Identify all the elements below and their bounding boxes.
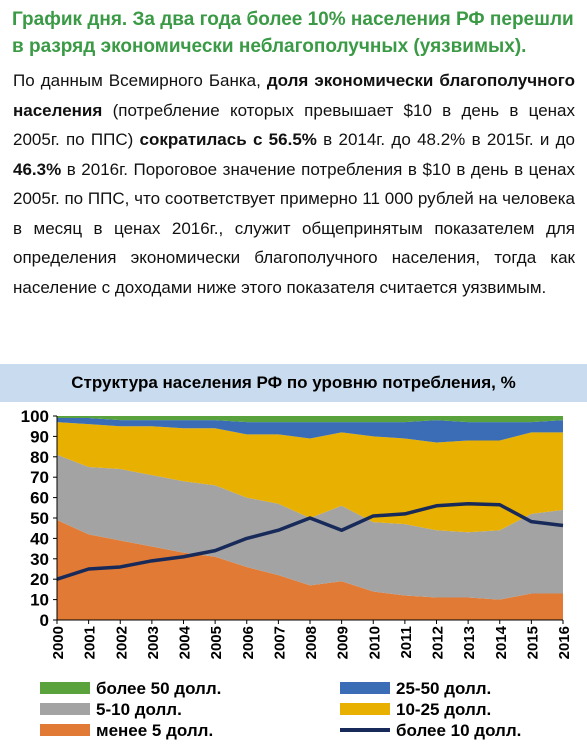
- y-tick-label: 20: [30, 570, 49, 589]
- x-tick-label: 2002: [113, 626, 130, 659]
- x-tick-label: 2007: [271, 626, 288, 659]
- y-tick-label: 80: [30, 448, 49, 467]
- x-tick-label: 2013: [461, 626, 478, 659]
- legend-swatch: [40, 703, 90, 715]
- x-tick-label: 2000: [50, 626, 67, 659]
- x-tick-label: 2014: [493, 625, 510, 659]
- y-tick-label: 40: [30, 529, 49, 548]
- legend-label: 25-50 долл.: [396, 679, 491, 698]
- x-tick-label: 2001: [82, 626, 99, 659]
- y-tick-label: 60: [30, 489, 49, 508]
- x-tick-label: 2004: [177, 625, 194, 659]
- y-tick-label: 30: [30, 550, 49, 569]
- y-tick-label: 100: [21, 407, 49, 426]
- heading: График дня. За два года более 10% населе…: [12, 9, 574, 57]
- x-tick-label: 2011: [398, 626, 415, 659]
- x-tick-label: 2009: [335, 626, 352, 659]
- y-tick-label: 10: [30, 591, 49, 610]
- x-tick-label: 2015: [524, 626, 541, 659]
- x-tick-label: 2006: [240, 626, 257, 659]
- legend-swatch: [340, 682, 390, 694]
- legend-label: более 10 долл.: [396, 721, 521, 740]
- y-tick-label: 70: [30, 468, 49, 487]
- text-segment: доля экономически благополучного населен…: [13, 71, 575, 120]
- legend-swatch: [40, 682, 90, 694]
- x-tick-label: 2012: [430, 626, 447, 659]
- paragraph: По данным Всемирного Банка, доля экономи…: [13, 66, 575, 302]
- text-segment: По данным Всемирного Банка,: [13, 71, 267, 90]
- legend-label: 10-25 долл.: [396, 700, 491, 719]
- legend-label: менее 5 долл.: [96, 721, 213, 740]
- x-tick-label: 2010: [366, 626, 383, 659]
- line: [56, 501, 564, 581]
- area: [57, 418, 563, 443]
- x-tick-label: 2016: [556, 626, 573, 659]
- legend-swatch: [40, 724, 90, 736]
- legend-swatch: [340, 703, 390, 715]
- legend-label: более 50 долл.: [96, 679, 221, 698]
- x-tick-label: 2003: [145, 626, 162, 659]
- x-tick-label: 2005: [208, 626, 225, 659]
- area: [57, 416, 563, 423]
- text-segment: (потребление которых превышает $10 в ден…: [13, 100, 575, 150]
- chart-title: Структура населения РФ по уровню потребл…: [0, 364, 587, 402]
- text-segment: в 2014г. до 48.2% в 2015г. и до: [316, 130, 575, 149]
- legend-label: 5-10 долл.: [96, 700, 182, 719]
- text-segment: 46.3%: [13, 159, 62, 179]
- y-tick-label: 90: [30, 427, 49, 446]
- area: [57, 454, 563, 600]
- text-segment: сократилась с 56.5%: [139, 130, 317, 149]
- area: [57, 520, 563, 620]
- x-tick-label: 2008: [303, 626, 320, 659]
- y-tick-label: 0: [40, 611, 49, 630]
- y-tick-label: 50: [30, 509, 49, 528]
- text-segment: в 2016г. Пороговое значение потребления …: [13, 159, 575, 297]
